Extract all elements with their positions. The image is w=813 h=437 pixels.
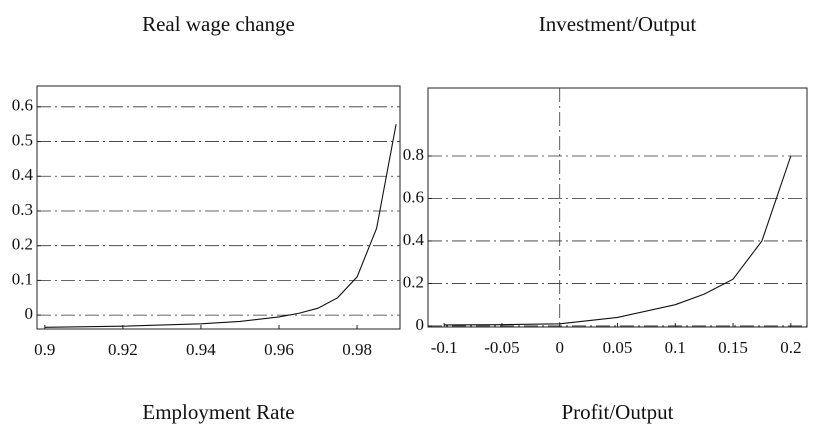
- x-tick-label: 0.94: [186, 340, 216, 359]
- y-tick-label: 0: [25, 304, 34, 323]
- y-tick-label: 0.1: [12, 269, 33, 288]
- curve: [44, 124, 397, 328]
- y-tick-label: 0.6: [12, 96, 33, 115]
- x-tick-label: 0.9: [34, 340, 55, 359]
- y-tick-label: 0.8: [403, 145, 424, 164]
- x-tick-label: -0.05: [484, 338, 519, 357]
- x-tick-label: 0.2: [780, 338, 801, 357]
- y-tick-label: 0: [416, 315, 425, 334]
- x-tick-label: 0: [555, 338, 564, 357]
- chart-title: Investment/Output: [539, 12, 697, 36]
- x-tick-label: 0.05: [603, 338, 633, 357]
- x-axis-label: Profit/Output: [561, 400, 673, 424]
- x-tick-label: 0.92: [108, 340, 138, 359]
- curve: [444, 155, 792, 326]
- chart-title: Real wage change: [142, 12, 295, 36]
- y-tick-label: 0.3: [12, 200, 33, 219]
- y-tick-label: 0.6: [403, 187, 424, 206]
- x-tick-label: -0.1: [431, 338, 458, 357]
- y-tick-label: 0.2: [12, 235, 33, 254]
- x-tick-label: 0.98: [342, 340, 372, 359]
- x-axis-label: Employment Rate: [142, 400, 294, 424]
- y-tick-label: 0.4: [12, 165, 34, 184]
- plot-frame: [36, 85, 401, 330]
- y-tick-label: 0.4: [403, 230, 425, 249]
- x-tick-label: 0.96: [264, 340, 294, 359]
- x-tick-label: 0.15: [718, 338, 748, 357]
- plot-frame: [427, 87, 808, 328]
- y-tick-label: 0.2: [403, 272, 424, 291]
- y-tick-label: 0.5: [12, 130, 33, 149]
- x-tick-label: 0.1: [665, 338, 686, 357]
